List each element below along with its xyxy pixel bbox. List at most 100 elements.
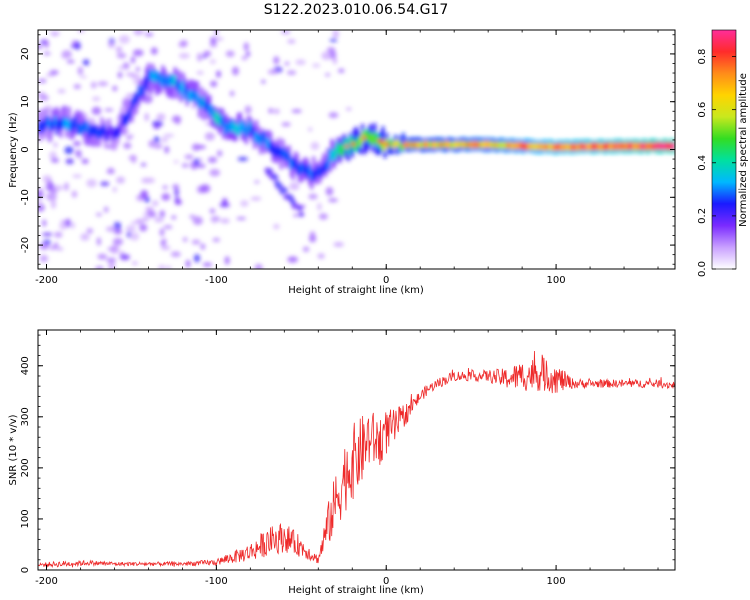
spectrogram-ridge-halo <box>149 73 153 95</box>
spectrogram-ridge-core <box>289 158 293 170</box>
spectrogram-hot-spot <box>411 143 417 147</box>
spectrogram-ridge-core <box>85 122 89 133</box>
colorbar-tick-label: 0.8 <box>697 49 708 65</box>
spectrogram-noise-blob <box>86 178 97 188</box>
spectrogram-noise-blob <box>273 108 280 115</box>
spectrogram-noise-blob <box>145 207 151 211</box>
spectrogram-noise-blob <box>131 261 138 265</box>
spectrogram-noise-blob <box>112 237 124 246</box>
spectrogram-noise-blob <box>287 39 296 44</box>
spectrogram-ridge-core <box>569 143 573 151</box>
colorbar-tick-label: 0.2 <box>697 208 708 224</box>
snr-x-ticks: -200 -100 0 100 <box>35 330 659 587</box>
spectrogram-ridge-halo <box>106 119 110 141</box>
spectrogram-ridge-core <box>220 115 223 126</box>
spectrogram-noise-blob <box>182 237 188 242</box>
spectrogram-ridge-core <box>207 102 210 114</box>
x-tick-label: 100 <box>547 275 566 286</box>
spectrogram-ridge-core <box>151 69 154 81</box>
spectrogram-noise-blob <box>91 106 102 115</box>
spectrogram-noise-blob <box>241 55 248 61</box>
spectrogram-ridge-core <box>338 143 341 155</box>
spectrogram-ridge-core <box>515 142 519 150</box>
spectrogram-noise-blob <box>209 42 218 48</box>
spectrogram-noise-blob <box>328 112 339 119</box>
spectrogram-ridge-core <box>670 142 674 150</box>
x-tick-label: -200 <box>35 576 58 587</box>
spectrogram-ridge-core <box>128 107 132 119</box>
spectrogram-noise-blob <box>130 221 138 225</box>
spectrogram-ridge-core <box>205 100 208 112</box>
spectrogram-ridge-core <box>382 140 386 152</box>
spectrogram-ridge-core <box>166 75 169 87</box>
x-tick-label: -100 <box>205 275 228 286</box>
spectrogram-ridge-core <box>296 164 300 176</box>
spectrogram-noise-blob <box>112 85 118 92</box>
spectrogram-ridge-core <box>231 120 235 131</box>
spectrogram-noise-blob <box>178 52 190 59</box>
spectrogram-ridge-core <box>367 133 371 144</box>
spectrogram-ridge-core <box>321 164 324 175</box>
spectrogram-ridge-core <box>119 122 123 133</box>
spectrogram-ridge-core <box>537 143 541 150</box>
spectrogram-ridge-core <box>461 140 464 148</box>
spectrogram-noise-blob <box>110 244 120 254</box>
spectrogram-noise-blob <box>197 163 206 169</box>
spectrogram-x-ticks: -200 -100 0 100 <box>35 30 659 286</box>
spectrogram-noise-blob <box>192 216 203 226</box>
spectrogram-ridge-core <box>343 138 347 150</box>
spectrogram-ridge-core <box>584 143 588 151</box>
spectrogram-ridge-core <box>72 118 76 130</box>
spectrogram-noise-blob <box>53 242 59 250</box>
spectrogram-noise-blob <box>140 162 147 167</box>
spectrogram-ridge-core <box>52 118 55 129</box>
spectrogram-ridge-core <box>558 143 562 151</box>
spectrogram-ridge-core <box>362 130 365 142</box>
spectrogram-ridge-core <box>496 142 500 149</box>
spectrogram-noise-blob <box>107 167 115 175</box>
spectrogram-ridge-core <box>564 143 567 151</box>
spectrogram-noise-blob <box>193 254 201 263</box>
spectrogram-ridge-core <box>83 120 87 131</box>
spectrogram-ridge-halo <box>85 124 89 146</box>
snr-y-ticks: 0 100 200 300 400 <box>20 334 675 573</box>
spectrogram-noise-blob <box>129 232 140 241</box>
spectrogram-ridge-halo <box>330 139 334 161</box>
spectrogram-ridge-core <box>345 139 349 150</box>
spectrogram-noise-blob <box>52 185 64 191</box>
spectrogram-ridge-core <box>87 128 91 139</box>
spectrogram-ridge-core <box>360 133 364 144</box>
spectrogram-ridge-core <box>534 143 537 151</box>
spectrogram-ridge-core <box>614 143 618 150</box>
spectrogram-noise-blob <box>273 56 280 65</box>
spectrogram-ridge-core <box>651 143 655 150</box>
spectrogram-noise-blob <box>38 92 46 96</box>
spectrogram-ridge-core <box>597 143 601 151</box>
spectrogram-ridge-core <box>143 76 147 88</box>
spectrogram-ridge-core <box>98 127 102 138</box>
spectrogram-ridge-core <box>487 141 491 149</box>
spectrogram-ridge-core <box>567 143 571 151</box>
spectrogram-noise-blob <box>119 254 130 261</box>
spectrogram-noise-blob <box>212 237 221 243</box>
spectrogram-noise-blob <box>118 66 125 70</box>
spectrogram-noise-blob <box>151 200 159 207</box>
spectrogram-noise-blob <box>286 70 297 75</box>
spectrogram-noise-blob <box>204 132 215 141</box>
spectrogram-ridge-core <box>326 157 330 169</box>
spectrogram-ridge-core <box>156 72 160 83</box>
spectrogram-noise-blob <box>72 140 82 147</box>
colorbar: 0.0 0.2 0.4 0.6 0.8 Normalized spectral ampl… <box>697 29 749 277</box>
spectrogram-noise-blob <box>92 96 101 102</box>
spectrogram-noise-blob <box>328 198 338 203</box>
spectrogram-ridge-core <box>588 143 592 150</box>
spectrogram-hot-spot <box>620 144 626 148</box>
spectrogram-ridge-core <box>222 117 225 128</box>
spectrogram-ridge-core <box>190 89 194 101</box>
spectrogram-noise-blob <box>209 168 221 177</box>
spectrogram-noise-blob <box>337 68 345 73</box>
spectrogram-noise-blob <box>44 39 49 49</box>
spectrogram-ridge-halo <box>75 110 79 132</box>
spectrogram-ridge-core <box>311 170 315 182</box>
snr-y-label: SNR (10 * v/v) <box>8 414 19 485</box>
